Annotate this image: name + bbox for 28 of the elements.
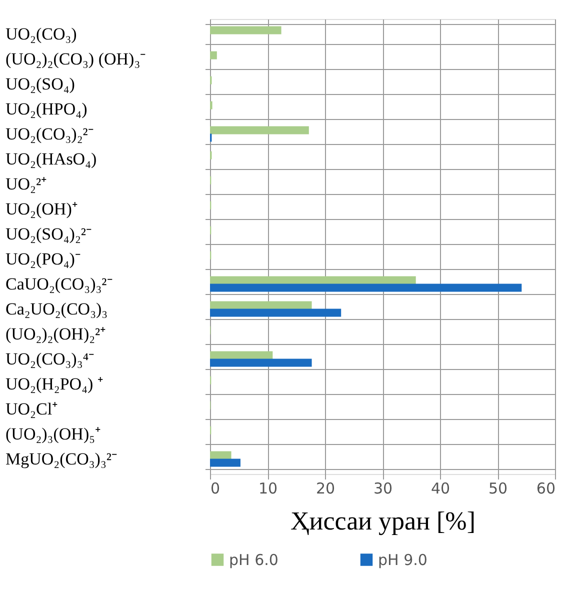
legend-label: pH 6.0 [229,550,278,569]
y-tick-label: UO₂(CO₃)₂²⁻ [6,124,94,144]
y-tick-label: UO₂(SO₄) [6,74,75,94]
y-tick-label: UO₂(SO₄)₂²⁻ [6,224,92,244]
x-tick-label: 0 [210,480,220,498]
y-tick-label: Ca₂UO₂(CO₃)₃ [6,300,108,318]
y-tick-label: (UO₂)₂(OH)₂²⁺ [6,324,106,344]
y-tick-label: UO₂(OH)⁺ [6,200,78,218]
y-tick-label: MgUO₂(CO₃)₃²⁻ [6,450,118,468]
y-tick-label: UO₂(HAsO₄) [6,150,97,168]
y-tick-label: UO₂(CO₃)₃⁴⁻ [6,350,95,368]
y-tick-label: CaUO₂(CO₃)₃²⁻ [6,274,113,294]
y-tick-label: (UO₂)₃(OH)₅⁺ [6,424,102,444]
y-tick-label: UO₂(HPO₄) [6,100,88,118]
y-tick-label: UO₂Cl⁺ [6,400,58,418]
y-tick-label: UO₂(PO₄)⁻ [6,250,81,268]
y-tick-label: UO₂(H₂PO₄) ⁺ [6,374,104,394]
x-tick-label: 40 [430,480,450,498]
y-tick-label: UO₂²⁺ [6,174,48,194]
x-tick-label: 60 [536,480,556,498]
x-tick-label: 20 [316,480,336,498]
legend-label: pH 9.0 [378,550,428,569]
y-tick-label: UO₂(CO₃) [6,24,77,44]
x-tick-label: 10 [258,480,278,498]
x-tick-label: 30 [373,480,393,498]
x-axis-title: Ҳиссаи уран [%] [290,506,476,536]
y-tick-label: (UO₂)₂(CO₃) (OH)₃⁻ [6,50,146,68]
x-tick-label: 50 [488,480,508,498]
